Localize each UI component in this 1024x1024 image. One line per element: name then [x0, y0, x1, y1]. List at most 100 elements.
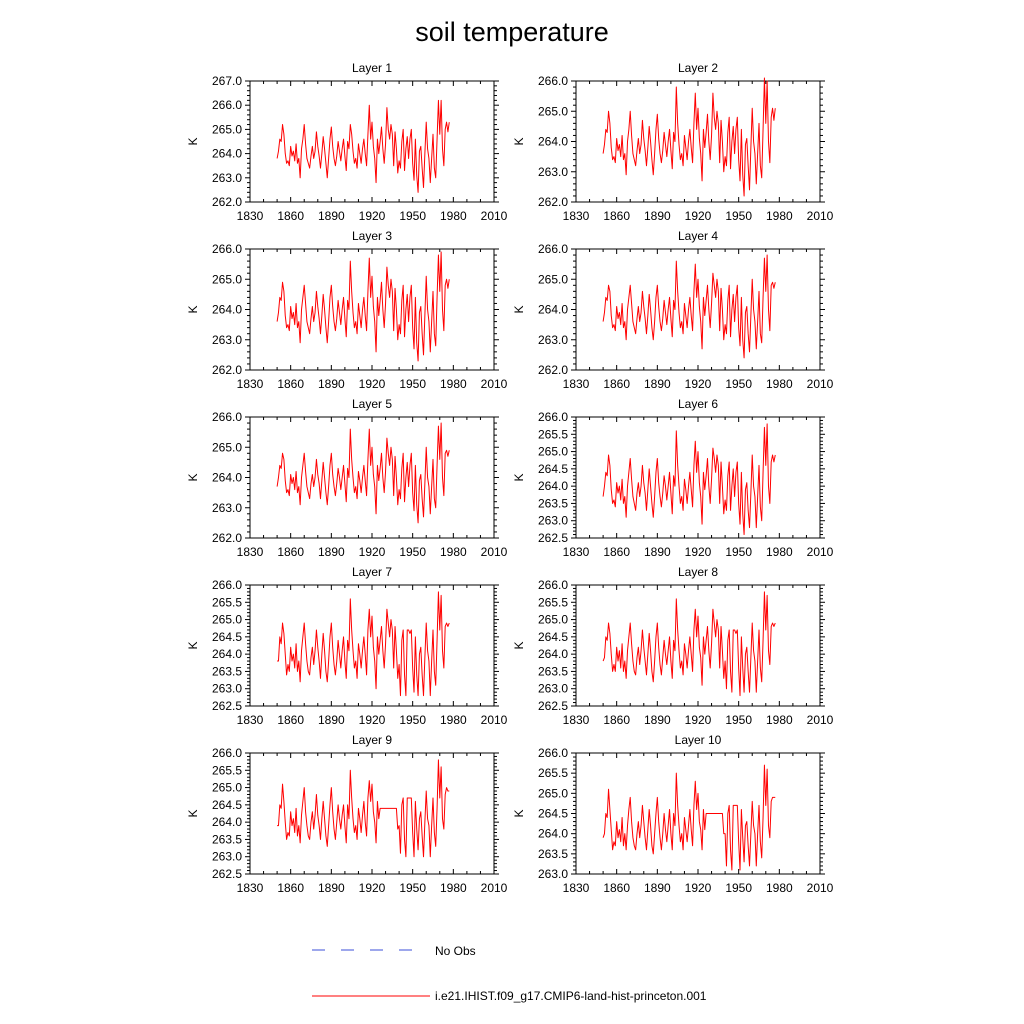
- panel-title: Layer 10: [675, 733, 722, 747]
- x-tick-label: 1980: [766, 713, 793, 727]
- y-axis-label: K: [512, 305, 526, 313]
- x-tick-label: 1950: [399, 209, 426, 223]
- panel-layer-3: Layer 3 1830 1860 1890 1920 1950 1980 2010 262.0…: [186, 229, 508, 391]
- y-tick-label: 264.0: [538, 479, 568, 493]
- x-tick-label: 2010: [481, 377, 508, 391]
- y-axis-label: K: [186, 305, 200, 313]
- figure-title: soil temperature: [415, 17, 609, 47]
- x-tick-label: 1950: [725, 545, 752, 559]
- y-tick-label: 262.5: [538, 699, 568, 713]
- x-tick-label: 1830: [237, 545, 264, 559]
- y-tick-label: 264.5: [538, 462, 568, 476]
- y-tick-label: 265.0: [212, 272, 242, 286]
- x-tick-label: 1890: [644, 545, 671, 559]
- panel-layer-7: Layer 7 1830 1860 1890 1920 1950 1980 2010 262.5…: [186, 565, 508, 727]
- y-tick-label: 262.5: [538, 531, 568, 545]
- panel-title: Layer 9: [352, 733, 392, 747]
- x-tick-label: 2010: [807, 881, 834, 895]
- x-tick-label: 1860: [277, 881, 304, 895]
- x-tick-label: 1860: [603, 377, 630, 391]
- x-tick-label: 2010: [481, 713, 508, 727]
- x-tick-label: 1890: [644, 881, 671, 895]
- x-tick-label: 1830: [563, 209, 590, 223]
- panel-layer-10: Layer 10 1830 1860 1890 1920 1950 1980 2010 263.…: [512, 733, 834, 895]
- y-tick-label: 264.0: [538, 303, 568, 317]
- x-tick-label: 2010: [807, 209, 834, 223]
- x-tick-label: 1860: [603, 881, 630, 895]
- x-tick-label: 1860: [277, 377, 304, 391]
- panel-title: Layer 4: [678, 229, 718, 243]
- x-tick-label: 1920: [685, 545, 712, 559]
- y-tick-label: 263.0: [538, 333, 568, 347]
- x-tick-label: 1950: [725, 713, 752, 727]
- panel-layer-1: Layer 1 1830 1860 1890 1920 1950 1980 2010 262.0…: [186, 61, 508, 223]
- x-tick-label: 1830: [237, 209, 264, 223]
- y-axis-label: K: [512, 137, 526, 145]
- y-axis-label: K: [512, 473, 526, 481]
- series-line-model: [276, 422, 450, 524]
- x-tick-label: 1830: [237, 377, 264, 391]
- y-tick-label: 264.0: [212, 303, 242, 317]
- x-tick-label: 1890: [318, 713, 345, 727]
- y-tick-label: 265.0: [538, 445, 568, 459]
- y-axis-label: K: [186, 137, 200, 145]
- y-tick-label: 263.0: [538, 165, 568, 179]
- x-tick-label: 1980: [440, 881, 467, 895]
- x-tick-label: 1950: [399, 713, 426, 727]
- y-tick-label: 266.0: [212, 578, 242, 592]
- x-tick-label: 2010: [807, 545, 834, 559]
- series-line-model: [602, 591, 776, 697]
- panels-group: Layer 1 1830 1860 1890 1920 1950 1980 2010 262.0…: [186, 61, 834, 895]
- y-tick-label: 263.5: [538, 664, 568, 678]
- y-tick-label: 266.0: [538, 578, 568, 592]
- x-tick-label: 1920: [359, 377, 386, 391]
- x-tick-label: 1890: [644, 713, 671, 727]
- y-tick-label: 265.0: [538, 786, 568, 800]
- y-tick-label: 265.0: [538, 613, 568, 627]
- x-tick-label: 1860: [603, 209, 630, 223]
- y-tick-label: 266.0: [538, 74, 568, 88]
- legend-no-obs-label: No Obs: [435, 944, 476, 958]
- panel-title: Layer 1: [352, 61, 392, 75]
- x-tick-label: 1920: [359, 209, 386, 223]
- x-tick-label: 2010: [807, 377, 834, 391]
- y-tick-label: 262.0: [212, 363, 242, 377]
- y-tick-label: 262.5: [212, 867, 242, 881]
- legend: No Obs i.e21.IHIST.f09_g17.CMIP6-land-hi…: [312, 944, 707, 1003]
- y-tick-label: 265.5: [212, 595, 242, 609]
- y-tick-label: 262.0: [212, 531, 242, 545]
- y-axis-label: K: [512, 809, 526, 817]
- series-line-model: [277, 591, 450, 697]
- x-tick-label: 1980: [440, 713, 467, 727]
- y-tick-label: 262.0: [538, 363, 568, 377]
- y-axis-label: K: [186, 641, 200, 649]
- x-tick-label: 2010: [481, 545, 508, 559]
- y-tick-label: 265.0: [212, 781, 242, 795]
- y-tick-label: 266.0: [538, 746, 568, 760]
- panel-title: Layer 8: [678, 565, 718, 579]
- panel-layer-8: Layer 8 1830 1860 1890 1920 1950 1980 2010 262.5…: [512, 565, 834, 727]
- series-line-model: [276, 99, 450, 193]
- x-tick-label: 2010: [807, 713, 834, 727]
- y-tick-label: 263.0: [212, 501, 242, 515]
- x-tick-label: 1860: [603, 713, 630, 727]
- x-tick-label: 1890: [644, 209, 671, 223]
- y-tick-label: 264.5: [538, 807, 568, 821]
- x-tick-label: 1920: [359, 713, 386, 727]
- y-tick-label: 264.5: [538, 630, 568, 644]
- y-tick-label: 263.0: [538, 514, 568, 528]
- x-tick-label: 1860: [277, 209, 304, 223]
- y-axis-label: K: [186, 473, 200, 481]
- x-tick-label: 1830: [563, 713, 590, 727]
- y-tick-label: 263.5: [212, 664, 242, 678]
- y-axis-label: K: [186, 809, 200, 817]
- panel-layer-9: Layer 9 1830 1860 1890 1920 1950 1980 2010 262.5…: [186, 733, 508, 895]
- x-tick-label: 1950: [725, 881, 752, 895]
- x-tick-label: 1980: [440, 377, 467, 391]
- y-tick-label: 266.0: [212, 746, 242, 760]
- y-tick-label: 263.0: [212, 171, 242, 185]
- y-tick-label: 265.0: [212, 613, 242, 627]
- x-tick-label: 1920: [685, 209, 712, 223]
- x-tick-label: 1830: [563, 881, 590, 895]
